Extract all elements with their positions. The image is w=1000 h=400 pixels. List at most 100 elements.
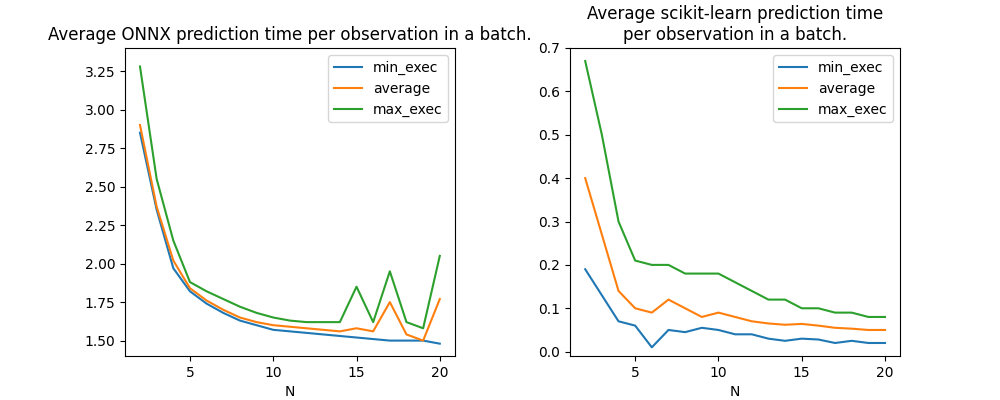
max_exec: [762, 297, 774, 302]
min_exec: [234, 318, 246, 323]
average: [417, 338, 429, 343]
max_exec: [729, 280, 741, 285]
max_exec: [234, 304, 246, 309]
average: [134, 122, 146, 127]
max_exec: [417, 326, 429, 331]
min_exec: [184, 289, 196, 294]
min_exec: [746, 332, 758, 337]
max_exec: [351, 284, 363, 289]
average: [879, 328, 891, 332]
max_exec: [284, 318, 296, 323]
X-axis label: N: N: [285, 385, 295, 399]
min_exec: [167, 266, 179, 271]
min_exec: [646, 345, 658, 350]
min_exec: [812, 337, 824, 342]
max_exec: [367, 320, 379, 324]
max_exec: [712, 271, 724, 276]
min_exec: [846, 338, 858, 343]
max_exec: [846, 310, 858, 315]
max_exec: [646, 262, 658, 267]
average: [167, 258, 179, 263]
min_exec: [879, 340, 891, 345]
average: [184, 286, 196, 291]
max_exec: [579, 59, 591, 64]
min_exec: [351, 335, 363, 340]
max_exec: [862, 314, 874, 319]
min_exec: [762, 336, 774, 341]
average: [351, 326, 363, 331]
average: [662, 297, 674, 302]
min_exec: [334, 334, 346, 338]
max_exec: [829, 310, 841, 315]
min_exec: [384, 338, 396, 343]
average: [796, 322, 808, 326]
average: [367, 329, 379, 334]
average: [317, 328, 329, 332]
min_exec: [629, 323, 641, 328]
min_exec: [151, 207, 163, 212]
average: [579, 176, 591, 180]
min_exec: [201, 301, 213, 306]
Line: max_exec: max_exec: [140, 66, 440, 328]
Line: max_exec: max_exec: [585, 61, 885, 317]
min_exec: [367, 337, 379, 342]
max_exec: [696, 271, 708, 276]
min_exec: [217, 310, 229, 315]
min_exec: [679, 330, 691, 334]
average: [762, 321, 774, 326]
average: [629, 306, 641, 311]
average: [251, 320, 263, 324]
max_exec: [201, 289, 213, 294]
min_exec: [596, 293, 608, 298]
average: [729, 314, 741, 319]
min_exec: [729, 332, 741, 337]
Line: min_exec: min_exec: [140, 133, 440, 344]
average: [596, 232, 608, 237]
Line: min_exec: min_exec: [585, 269, 885, 347]
average: [696, 314, 708, 319]
max_exec: [400, 320, 412, 324]
average: [712, 310, 724, 315]
Legend: min_exec, average, max_exec: min_exec, average, max_exec: [328, 55, 448, 122]
max_exec: [613, 219, 625, 224]
average: [400, 332, 412, 337]
X-axis label: N: N: [730, 385, 740, 399]
average: [284, 324, 296, 329]
max_exec: [301, 320, 313, 324]
max_exec: [746, 288, 758, 293]
min_exec: [301, 330, 313, 335]
max_exec: [251, 310, 263, 315]
min_exec: [796, 336, 808, 341]
max_exec: [434, 254, 446, 258]
Line: average: average: [585, 178, 885, 330]
average: [301, 326, 313, 331]
max_exec: [334, 320, 346, 324]
min_exec: [284, 329, 296, 334]
average: [384, 300, 396, 304]
min_exec: [317, 332, 329, 337]
average: [217, 307, 229, 312]
min_exec: [400, 338, 412, 343]
min_exec: [662, 328, 674, 332]
average: [862, 328, 874, 332]
average: [746, 319, 758, 324]
max_exec: [151, 176, 163, 181]
Title: Average scikit-learn prediction time
per observation in a batch.: Average scikit-learn prediction time per…: [587, 5, 883, 44]
average: [779, 322, 791, 327]
max_exec: [679, 271, 691, 276]
average: [234, 315, 246, 320]
average: [613, 288, 625, 293]
max_exec: [662, 262, 674, 267]
min_exec: [417, 338, 429, 343]
min_exec: [829, 340, 841, 345]
min_exec: [579, 267, 591, 272]
min_exec: [696, 326, 708, 330]
min_exec: [862, 340, 874, 345]
max_exec: [267, 315, 279, 320]
Legend: min_exec, average, max_exec: min_exec, average, max_exec: [773, 55, 893, 122]
min_exec: [434, 341, 446, 346]
min_exec: [134, 130, 146, 135]
max_exec: [779, 297, 791, 302]
average: [679, 306, 691, 311]
max_exec: [184, 280, 196, 284]
